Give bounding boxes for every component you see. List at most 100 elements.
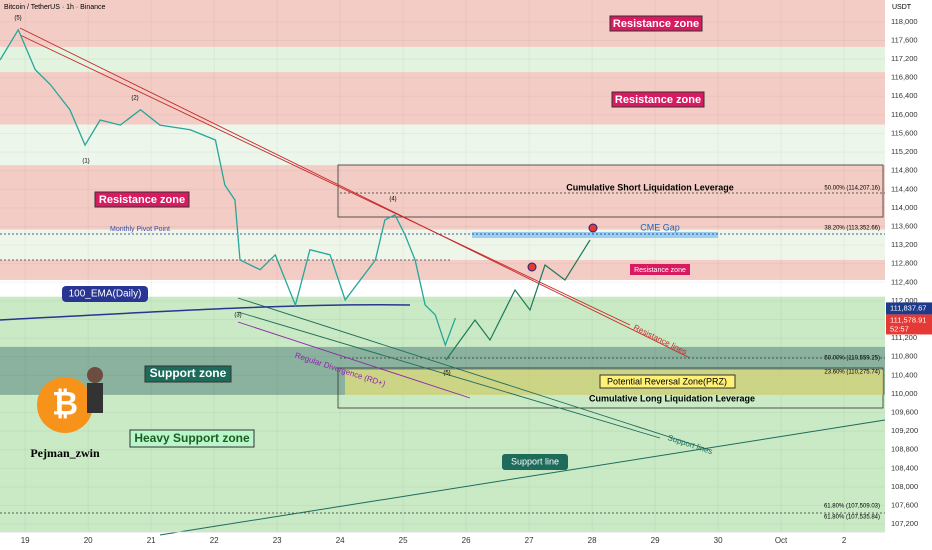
- ema-label: 100_EMA(Daily): [69, 289, 142, 300]
- wave-label: (1): [82, 159, 89, 165]
- x-tick-label: 27: [525, 536, 534, 545]
- support-line: [159, 419, 886, 536]
- y-tick-label: 116,000: [891, 110, 918, 119]
- y-tick-label: 107,200: [891, 519, 918, 528]
- label-box: [630, 264, 690, 275]
- annotation: Support line: [511, 456, 559, 466]
- support-trend: [237, 311, 661, 439]
- label-box: [62, 286, 148, 302]
- label-box: [502, 454, 568, 470]
- cme-gap-band: [472, 232, 718, 238]
- y-tick-label: 110,000: [891, 389, 918, 398]
- y-tick-label: 114,400: [891, 184, 918, 193]
- avatar: [87, 367, 103, 383]
- x-tick-label: 30: [714, 536, 723, 545]
- x-tick-label: 19: [21, 536, 30, 545]
- x-tick-label: Oct: [775, 536, 788, 545]
- chart-header: Bitcoin / TetherUS · 1h · Binance: [4, 4, 106, 11]
- fib-label: 61.80% (107,535.84): [824, 515, 880, 521]
- support-trend: [237, 297, 711, 451]
- x-tick-label: 22: [210, 536, 219, 545]
- y-tick-label: 112,800: [891, 259, 918, 268]
- y-tick-label: 117,600: [891, 35, 918, 44]
- x-tick-label: 20: [84, 536, 93, 545]
- zone: [0, 46, 885, 73]
- zone-label: Resistance zone: [99, 194, 185, 206]
- label-box: [129, 429, 255, 448]
- zone-label: Support zone: [150, 366, 227, 380]
- resistance-line: [19, 27, 691, 359]
- zone-label: Resistance zone: [613, 18, 699, 30]
- y-tick-label: 109,200: [891, 426, 918, 435]
- y-tick-label: 111,200: [891, 333, 917, 342]
- x-tick-label: 24: [336, 536, 345, 545]
- fib-label: 23.60% (110,275.74): [824, 370, 880, 376]
- price-line: [0, 28, 457, 348]
- y-tick-label: 116,800: [891, 73, 918, 82]
- zone-label: Heavy Support zone: [134, 431, 250, 445]
- y-tick-label: 117,200: [891, 54, 918, 63]
- fib-label: 50.00% (114,207.16): [824, 186, 880, 192]
- y-tick-label: 115,200: [891, 147, 918, 156]
- x-tick-label: 2: [842, 536, 847, 545]
- y-tick-label: 112,000: [891, 296, 918, 305]
- y-tick-label: 110,800: [891, 352, 918, 361]
- short-liq-box: [337, 164, 884, 218]
- x-tick-label: 23: [273, 536, 282, 545]
- target-marker: [527, 262, 537, 272]
- annotation: Cumulative Long Liquidation Leverage: [589, 393, 755, 403]
- annotation: Potential Reversal Zone(PRZ): [607, 376, 727, 386]
- wave-label: (2): [131, 96, 138, 102]
- x-tick-label: 21: [147, 536, 156, 545]
- x-tick-label: 25: [399, 536, 408, 545]
- ema-line: [0, 303, 411, 321]
- annotation: Cumulative Short Liquidation Leverage: [566, 182, 734, 192]
- label-box: [611, 91, 705, 108]
- x-tick-label: 29: [651, 536, 660, 545]
- zone: [0, 259, 885, 280]
- y-tick-label: 107,600: [891, 500, 918, 509]
- fib-label: 50.00% (110,559.25): [824, 356, 880, 362]
- annotation: CME Gap: [640, 222, 680, 232]
- label-box: [599, 374, 736, 389]
- y-tick-label: 108,400: [891, 463, 918, 472]
- y-tick-label: 110,400: [891, 370, 918, 379]
- y-tick-label: 109,600: [891, 407, 918, 416]
- price-axis: [885, 0, 932, 550]
- wave-label: (3): [234, 313, 241, 319]
- avatar: [87, 383, 103, 413]
- wave-label: (5): [443, 371, 450, 377]
- author: Pejman_zwin: [30, 446, 100, 460]
- zone: [0, 0, 885, 47]
- label-box: [94, 191, 190, 208]
- y-tick-label: 114,800: [891, 166, 918, 175]
- label-box: [609, 15, 703, 32]
- y-tick-label: 108,000: [891, 482, 918, 491]
- zone: [0, 124, 885, 166]
- fib-label: 61.80% (107,509.03): [824, 504, 880, 510]
- zone: [0, 296, 885, 532]
- y-tick-label: 116,400: [891, 91, 918, 100]
- y-tick-label: 115,600: [891, 128, 918, 137]
- y-tick-label: 118,000: [891, 17, 918, 26]
- price-tag-label: 111,578.91: [890, 315, 926, 324]
- zone-label: Resistance zone: [634, 267, 686, 274]
- annotation: Monthly Pivot Point: [110, 226, 170, 233]
- axis-unit: USDT: [892, 4, 912, 11]
- price-tag: [886, 302, 932, 315]
- y-tick-label: 108,800: [891, 445, 918, 454]
- target-marker: [588, 223, 598, 233]
- projection-path: [445, 239, 591, 361]
- zone-label: Resistance zone: [615, 94, 701, 106]
- wave-label: (4): [389, 197, 396, 203]
- countdown: 52:57: [890, 324, 909, 333]
- label-box: [144, 365, 232, 383]
- x-tick-label: 28: [588, 536, 597, 545]
- logo: [37, 377, 93, 433]
- x-tick-label: 26: [462, 536, 471, 545]
- wave-label: (5): [14, 16, 21, 22]
- price-tag: [886, 314, 932, 335]
- y-tick-label: 113,200: [891, 240, 918, 249]
- resistance-line: [19, 34, 631, 326]
